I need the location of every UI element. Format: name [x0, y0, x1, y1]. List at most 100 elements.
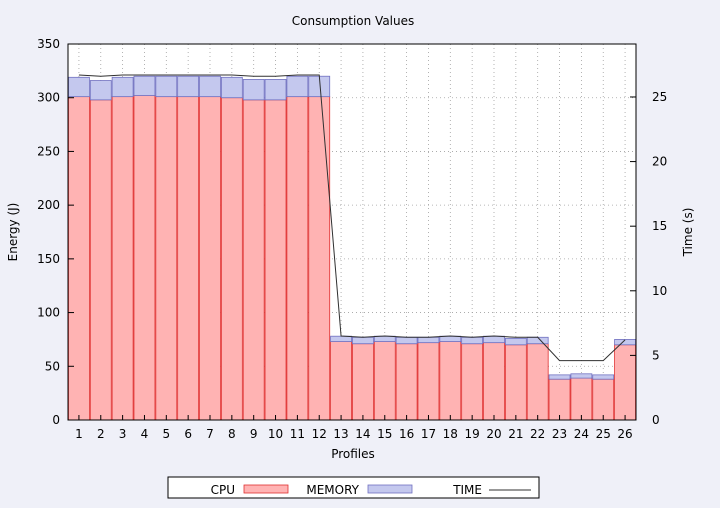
y-tick-label: 0	[52, 413, 60, 427]
bar-cpu	[548, 378, 571, 421]
x-tick-label: 14	[355, 427, 370, 441]
y2-tick-label: 20	[652, 155, 667, 169]
bar-memory	[592, 374, 615, 380]
y2-tick-label: 5	[652, 348, 660, 362]
bar-cpu	[155, 96, 178, 421]
bar-cpu	[439, 341, 462, 421]
x-tick-label: 21	[508, 427, 523, 441]
x-tick-label: 18	[443, 427, 458, 441]
bar-memory	[155, 75, 178, 98]
x-tick-label: 24	[574, 427, 589, 441]
plot-frame	[67, 43, 637, 421]
bar-cpu	[133, 95, 156, 421]
bar-cpu	[308, 96, 331, 421]
x-tick-label: 5	[162, 427, 170, 441]
bar-memory	[483, 335, 505, 344]
time-line-layer	[78, 74, 626, 362]
x-tick-label: 26	[617, 427, 632, 441]
legend-swatch-cpu	[243, 484, 289, 494]
bar-memory	[548, 374, 571, 380]
bar-cpu	[89, 99, 112, 421]
bar-cpu	[199, 96, 221, 421]
time-line	[78, 74, 626, 362]
bar-cpu	[330, 341, 352, 421]
x-tick-label: 19	[465, 427, 480, 441]
x-tick-label: 4	[141, 427, 149, 441]
x-tick-label: 3	[119, 427, 127, 441]
y2-tick-label: 10	[652, 284, 667, 298]
bar-memory	[526, 336, 549, 345]
bar-cpu	[395, 343, 418, 421]
legend-swatch-memory	[367, 484, 413, 494]
bar-memory	[417, 336, 440, 344]
y-tick-label: 350	[37, 37, 60, 51]
legend-label-time: TIME	[452, 483, 482, 497]
bar-cpu	[373, 341, 396, 421]
bar-memory	[68, 76, 90, 98]
x-tick-label: 7	[206, 427, 214, 441]
bar-memory	[177, 75, 200, 98]
legend-label-cpu: CPU	[211, 483, 235, 497]
y-tick-label: 150	[37, 252, 60, 266]
bar-memory	[439, 335, 462, 342]
y-tick-label: 50	[45, 359, 60, 373]
bar-memory	[504, 337, 527, 346]
y2-tick-label: 0	[652, 413, 660, 427]
bar-memory	[264, 79, 287, 101]
bar-memory	[89, 80, 112, 101]
y-tick-label: 250	[37, 144, 60, 158]
bar-memory	[330, 335, 352, 342]
bar-cpu	[220, 97, 243, 421]
bar-memory	[461, 336, 484, 345]
bar-cpu	[570, 377, 593, 421]
y-tick-label: 300	[37, 91, 60, 105]
bar-memory	[395, 336, 418, 345]
bar-memory	[111, 76, 134, 98]
x-tick-label: 23	[552, 427, 567, 441]
x-tick-label: 10	[268, 427, 283, 441]
x-tick-label: 11	[290, 427, 305, 441]
y-tick-label: 200	[37, 198, 60, 212]
y2-tick-label: 25	[652, 90, 667, 104]
x-tick-label: 2	[97, 427, 105, 441]
bar-cpu	[483, 342, 505, 421]
y2-tick-label: 15	[652, 219, 667, 233]
bar-cpu	[592, 378, 615, 421]
legend: CPU MEMORY TIME	[167, 476, 540, 499]
bar-memory	[286, 75, 309, 98]
chart-title: Consumption Values	[292, 14, 415, 28]
x-tick-label: 15	[377, 427, 392, 441]
x-tick-label: 20	[486, 427, 501, 441]
y-tick-label: 100	[37, 306, 60, 320]
bar-cpu	[264, 99, 287, 421]
x-tick-label: 16	[399, 427, 414, 441]
x-tick-label: 12	[312, 427, 327, 441]
legend-label-memory: MEMORY	[306, 483, 359, 497]
bar-memory	[242, 79, 265, 101]
bars	[68, 75, 636, 421]
bar-memory	[373, 335, 396, 342]
bar-cpu	[177, 96, 200, 421]
bar-cpu	[526, 343, 549, 421]
x-tick-label: 8	[228, 427, 236, 441]
x-tick-label: 22	[530, 427, 545, 441]
bar-cpu	[242, 99, 265, 421]
bar-cpu	[461, 343, 484, 421]
x-tick-label: 25	[596, 427, 611, 441]
bar-memory	[220, 76, 243, 99]
bar-cpu	[352, 343, 374, 421]
bar-cpu	[68, 96, 90, 421]
x-axis-label: Profiles	[331, 447, 375, 461]
x-tick-label: 17	[421, 427, 436, 441]
bar-memory	[352, 336, 374, 345]
x-tick-label: 6	[184, 427, 192, 441]
y2-axis-label: Time (s)	[681, 208, 695, 258]
bar-cpu	[417, 342, 440, 421]
bar-memory	[133, 75, 156, 96]
bar-memory	[199, 75, 221, 98]
bar-memory	[570, 373, 593, 379]
bar-cpu	[504, 344, 527, 421]
y-axis-label: Energy (J)	[6, 203, 20, 262]
